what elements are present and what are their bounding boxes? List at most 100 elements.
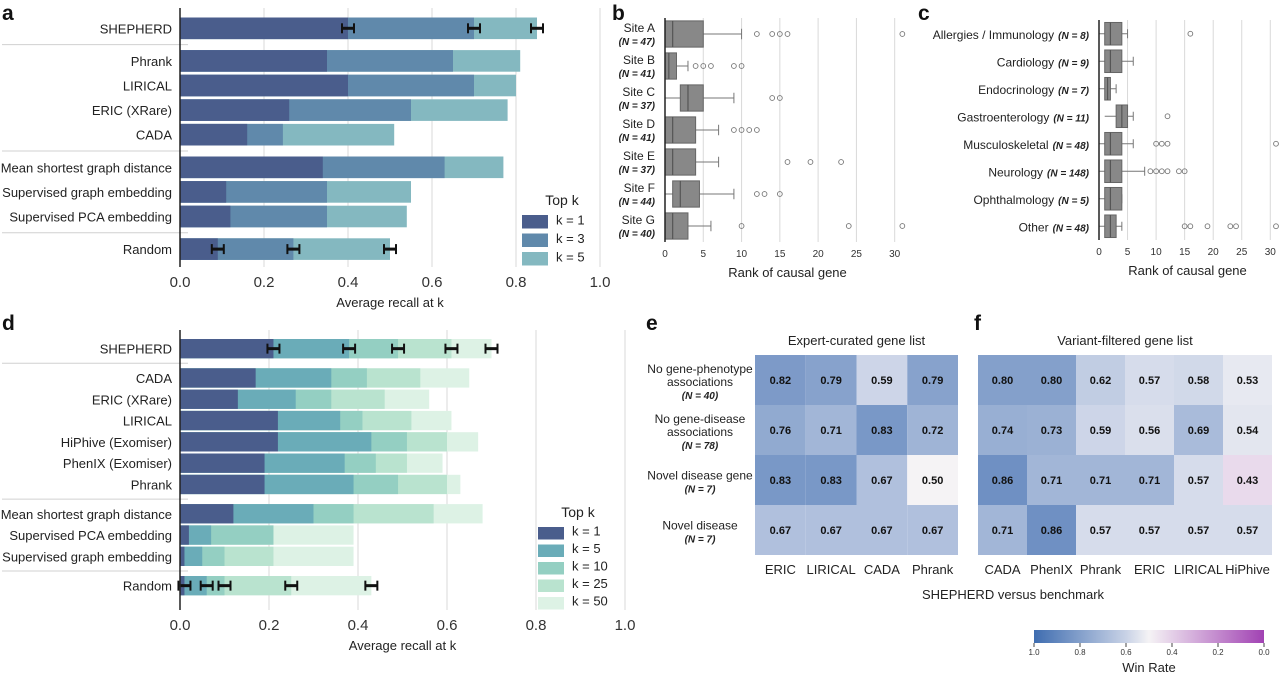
row-label: ERIC (XRare): [92, 103, 172, 118]
legend-title: Top k: [545, 192, 579, 208]
box: [1104, 186, 1123, 211]
outlier-point: [1227, 223, 1234, 230]
category-label: Endocrinology (N = 7): [978, 83, 1090, 97]
heatmap-cell: [755, 405, 806, 455]
cell-value: 0.67: [820, 525, 841, 537]
cell-value: 0.82: [770, 375, 791, 387]
column-label: ERIC: [765, 562, 796, 577]
category-name: Endocrinology: [978, 83, 1054, 97]
outlier-point: [899, 31, 906, 37]
x-tick-label: 0.4: [338, 274, 359, 291]
row-label: Mean shortest graph distance: [1, 160, 172, 175]
legend-swatch: [538, 562, 564, 575]
category-label: Other (N = 48): [1019, 220, 1090, 234]
legend-title: Top k: [561, 504, 595, 520]
heatmap-cell: [978, 355, 1027, 405]
heatmap-cell: [1076, 505, 1125, 555]
heatmap-cell: [907, 455, 958, 505]
outlier-point: [754, 127, 760, 133]
outlier-point: [1153, 168, 1159, 175]
outlier-point: [700, 63, 707, 69]
category-count: (N = 48): [1053, 223, 1090, 234]
cell-value: 0.76: [770, 425, 791, 437]
cell-value: 0.58: [1188, 375, 1209, 387]
legend-entry: k = 50: [572, 594, 608, 609]
bar-supervised-pca-embedding-1: [180, 205, 231, 228]
box: [1104, 21, 1123, 46]
bar-supervised-graph-embedding-1: [180, 181, 227, 203]
x-tick-label: 30: [889, 249, 901, 260]
heatmap-cell: [1027, 405, 1076, 455]
category-count: (N = 48): [1053, 141, 1090, 152]
cell-value: 0.50: [922, 475, 943, 487]
row-label: Random: [123, 242, 172, 257]
column-label: Phrank: [912, 562, 954, 577]
x-tick-label: 10: [1151, 247, 1163, 258]
outlier-point: [1273, 140, 1279, 147]
bar-lirical-1: [180, 410, 278, 431]
box: [672, 180, 700, 208]
outlier-point: [1147, 168, 1154, 175]
outlier-point: [776, 95, 783, 101]
heatmap-cell: [856, 455, 908, 505]
category-label: Site A: [624, 21, 655, 35]
cell-value: 0.67: [871, 475, 892, 487]
legend-swatch: [522, 215, 548, 229]
outlier-point: [754, 31, 760, 37]
colorbar-tick-label: 0.2: [1212, 648, 1224, 657]
category-name: Allergies / Immunology: [933, 28, 1054, 42]
category-label: Site C: [622, 85, 655, 99]
row-label: Mean shortest graph distance: [1, 507, 172, 522]
category-label: Site G: [622, 213, 655, 227]
category-count: (N = 5): [1058, 196, 1090, 207]
cell-value: 0.80: [992, 375, 1013, 387]
bar-eric-xrare--1: [180, 389, 238, 409]
heatmap-cell: [805, 405, 857, 455]
category-count: (N = 7): [1058, 86, 1090, 97]
row-label: associations: [667, 425, 733, 439]
x-tick-label: 0.8: [506, 274, 527, 291]
cell-value: 0.74: [992, 425, 1014, 437]
bar-random-1: [180, 238, 218, 260]
heatmap-cell: [1027, 505, 1076, 555]
box: [664, 52, 677, 80]
heatmap-cell: [755, 505, 806, 555]
x-tick-label: 15: [774, 249, 786, 260]
category-count: (N = 41): [619, 133, 656, 144]
cell-value: 0.83: [820, 475, 841, 487]
bar-mean-shortest-graph-distance-1: [180, 504, 234, 524]
heatmap-title: Variant-filtered gene list: [1057, 333, 1193, 348]
outlier-point: [1181, 168, 1188, 175]
bar-phenix-exomiser--1: [180, 453, 265, 473]
heatmap-cell: [1076, 405, 1125, 455]
box: [664, 20, 704, 48]
category-label: Musculoskeletal (N = 48): [963, 138, 1089, 152]
cell-value: 0.86: [992, 475, 1013, 487]
cell-value: 0.71: [992, 525, 1013, 537]
legend-entry: k = 5: [556, 250, 585, 265]
outlier-point: [731, 63, 737, 69]
category-label: Ophthalmology (N = 5): [973, 193, 1089, 207]
cell-value: 0.57: [1188, 475, 1209, 487]
bar-eric-xrare--1: [180, 99, 290, 121]
heatmap-cell: [755, 455, 806, 505]
heatmap-cell: [1174, 405, 1223, 455]
legend-swatch: [538, 597, 564, 610]
bar-supervised-graph-embedding-5: [180, 546, 203, 566]
bar-cada-1: [180, 123, 248, 146]
x-tick-label: 0.0: [170, 617, 191, 634]
legend-entry: k = 10: [572, 559, 608, 574]
x-tick-label: 1.0: [615, 617, 636, 634]
row-label: ERIC (XRare): [92, 392, 172, 407]
category-label: Neurology (N = 148): [988, 165, 1089, 179]
row-label: LIRICAL: [123, 414, 172, 429]
x-tick-label: 0.2: [254, 274, 275, 291]
x-axis-label: Rank of causal gene: [1128, 263, 1247, 278]
x-axis-label: Rank of causal gene: [728, 265, 847, 280]
outlier-point: [692, 63, 699, 69]
column-label: LIRICAL: [1174, 562, 1223, 577]
cell-value: 0.67: [770, 525, 791, 537]
row-label: Novel disease: [662, 519, 738, 533]
x-tick-label: 5: [1125, 247, 1131, 258]
